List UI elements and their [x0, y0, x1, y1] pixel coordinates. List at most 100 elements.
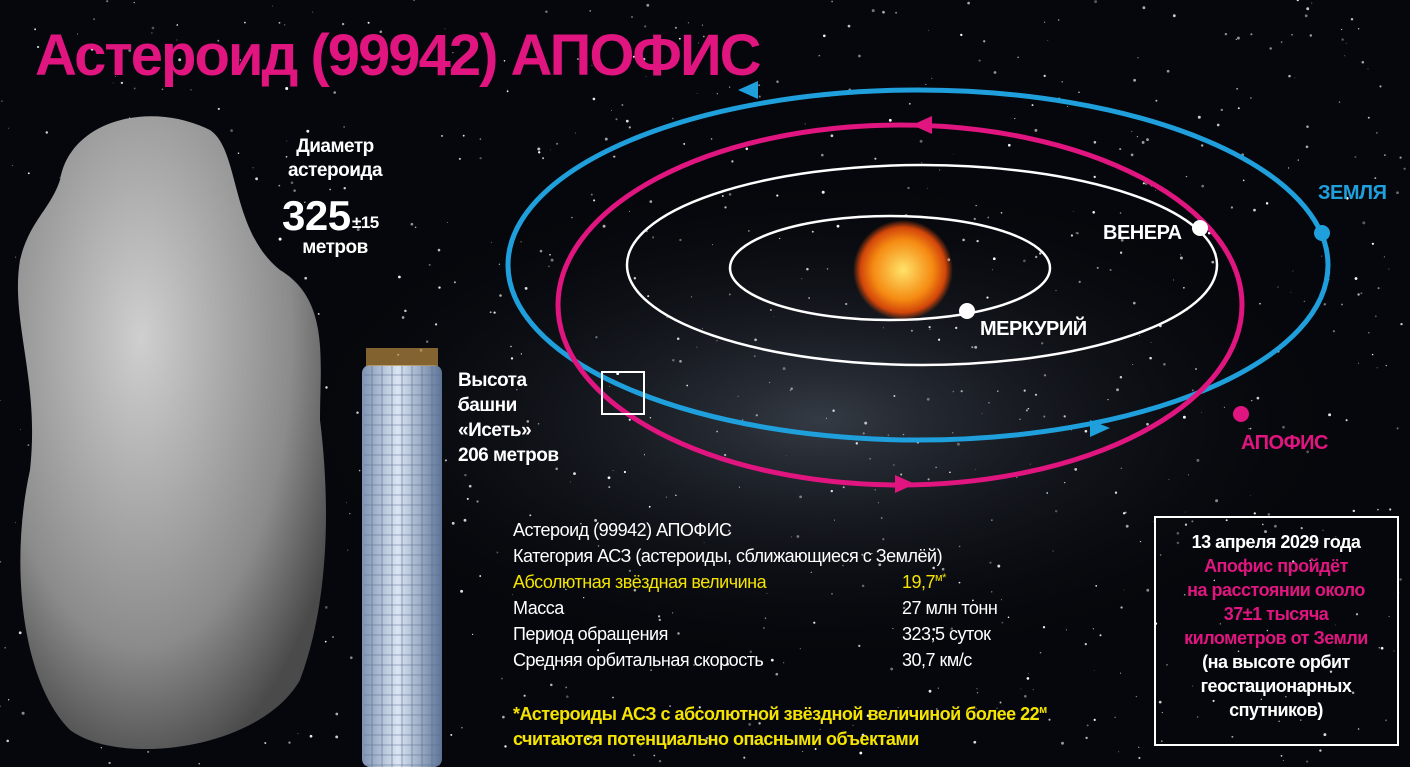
star	[1291, 34, 1293, 36]
star	[1120, 606, 1122, 608]
star	[769, 382, 770, 383]
star	[1078, 92, 1079, 93]
star	[746, 148, 749, 151]
star	[1335, 624, 1336, 625]
star	[1201, 185, 1204, 188]
star	[1044, 22, 1045, 23]
star	[12, 165, 13, 166]
footnote: *Астероиды АСЗ с абсолютной звёздной вел…	[513, 704, 1047, 725]
star	[858, 645, 860, 647]
star	[1035, 256, 1037, 258]
star	[278, 185, 280, 187]
fact-label: Масса	[513, 598, 564, 619]
star	[938, 339, 940, 341]
star	[1155, 190, 1156, 191]
star	[1250, 428, 1252, 430]
star	[325, 641, 327, 643]
star	[1019, 419, 1020, 420]
star	[510, 346, 511, 347]
star	[1061, 742, 1064, 745]
star	[1389, 616, 1390, 617]
star	[1341, 29, 1342, 30]
star	[1288, 75, 1291, 78]
star	[711, 138, 713, 140]
star	[754, 338, 757, 341]
star	[672, 118, 674, 120]
star	[1377, 509, 1379, 511]
star	[864, 422, 867, 425]
star	[1149, 357, 1152, 360]
star	[1177, 532, 1180, 535]
star	[499, 264, 500, 265]
star	[1323, 733, 1326, 736]
star	[1386, 365, 1387, 366]
star	[1192, 389, 1194, 391]
star	[435, 323, 437, 325]
star	[831, 593, 832, 594]
star	[609, 386, 610, 387]
star	[653, 755, 655, 757]
star	[1016, 477, 1017, 478]
star	[445, 459, 447, 461]
star	[856, 442, 858, 444]
star	[520, 241, 522, 243]
fact-number: 30,7 км/с	[902, 650, 972, 670]
star	[1358, 363, 1359, 364]
star	[438, 249, 441, 252]
star	[659, 619, 661, 621]
star	[1118, 751, 1119, 752]
star	[106, 0, 108, 2]
star	[962, 239, 965, 242]
star	[775, 673, 778, 676]
star	[493, 311, 495, 313]
star	[1372, 243, 1374, 245]
star	[318, 313, 320, 315]
star	[1168, 479, 1169, 480]
star	[1269, 47, 1271, 49]
star	[826, 418, 827, 419]
star	[1137, 57, 1138, 58]
star	[704, 542, 705, 543]
star	[1026, 409, 1028, 411]
star	[1250, 33, 1252, 35]
approach-note: геостационарных	[1201, 676, 1352, 697]
star	[1173, 14, 1176, 17]
star	[4, 647, 6, 649]
star	[731, 160, 733, 162]
star	[881, 517, 883, 519]
star	[659, 760, 661, 762]
star	[1368, 117, 1370, 119]
star	[1055, 510, 1057, 512]
star	[831, 1, 833, 3]
star	[1397, 427, 1399, 429]
star	[1304, 301, 1305, 302]
arrow	[912, 116, 932, 134]
star	[1092, 211, 1095, 214]
star	[974, 346, 977, 349]
star	[791, 536, 792, 537]
star	[1196, 459, 1199, 462]
star	[512, 594, 513, 595]
star	[1085, 430, 1088, 433]
star	[1385, 719, 1387, 721]
star	[1356, 613, 1358, 615]
star	[464, 519, 467, 522]
star	[686, 385, 688, 387]
star	[346, 502, 347, 503]
star	[1161, 740, 1163, 742]
star	[524, 695, 526, 697]
star	[938, 688, 939, 689]
fact-label: Период обращения	[513, 624, 668, 645]
star	[874, 158, 876, 160]
star	[783, 367, 786, 370]
star	[15, 522, 16, 523]
star	[19, 631, 22, 634]
star	[459, 158, 461, 160]
star	[1120, 252, 1122, 254]
star	[1339, 101, 1340, 102]
star	[537, 148, 540, 151]
star	[626, 120, 629, 123]
star	[253, 167, 254, 168]
star	[1195, 368, 1197, 370]
star	[677, 632, 679, 634]
